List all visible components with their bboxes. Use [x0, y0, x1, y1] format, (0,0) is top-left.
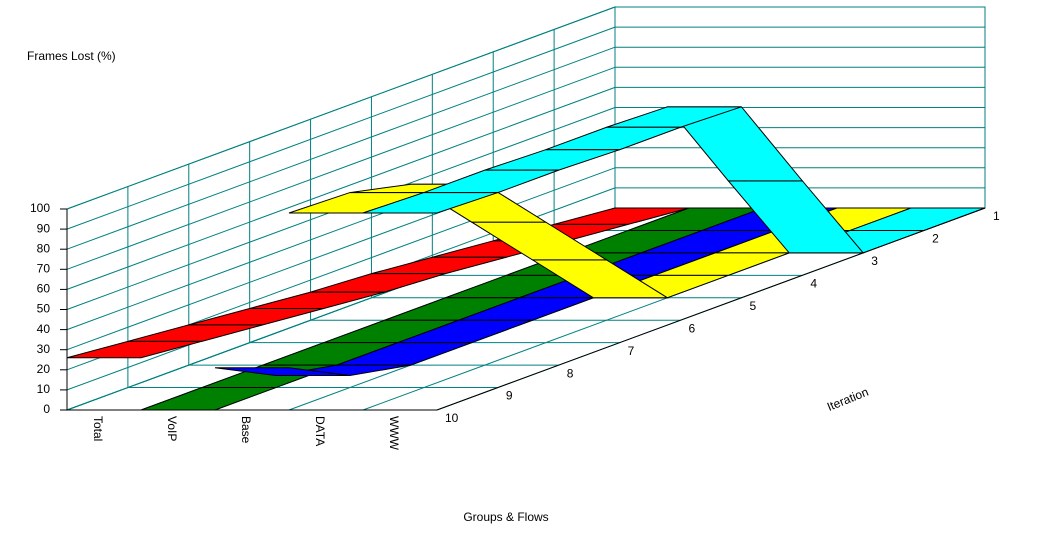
z-tick-label: 5: [749, 299, 756, 313]
ribbon-segment: [362, 192, 499, 214]
x-axis-title: Groups & Flows: [463, 510, 548, 524]
y-tick-label: 90: [37, 221, 51, 235]
x-tick-label: Total: [91, 416, 105, 441]
x-tick-label: VoIP: [165, 416, 179, 441]
grid-line: [66, 6, 616, 210]
grid-line: [66, 26, 616, 230]
ribbon-segment: [214, 367, 350, 376]
y-tick-label: 60: [37, 282, 51, 296]
y-tick-label: 10: [37, 382, 51, 396]
ribbon-segment: [66, 340, 203, 359]
x-tick-label: Base: [239, 416, 253, 444]
z-tick-label: 7: [628, 344, 635, 358]
y-tick-label: 40: [37, 322, 51, 336]
y-axis-title: Frames Lost (%): [27, 49, 116, 63]
z-tick-label: 9: [506, 389, 513, 403]
y-tick-label: 100: [30, 201, 50, 215]
y-tick-label: 0: [43, 402, 50, 416]
z-tick-label: 4: [810, 277, 817, 291]
z-tick-label: 6: [689, 321, 696, 335]
grid-line: [66, 66, 616, 270]
z-tick-label: 8: [567, 366, 574, 380]
grid-line: [66, 86, 616, 290]
x-tick-label: WWW: [387, 416, 401, 451]
z-tick-label: 2: [932, 232, 939, 246]
y-tick-label: 30: [37, 342, 51, 356]
z-axis: [436, 207, 986, 411]
z-tick-label: 10: [445, 411, 459, 425]
grid-line: [66, 46, 616, 250]
y-tick-label: 20: [37, 362, 51, 376]
x-tick-label: DATA: [313, 416, 327, 446]
y-tick-label: 50: [37, 302, 51, 316]
z-tick-label: 3: [871, 254, 878, 268]
z-tick-label: 1: [993, 209, 1000, 223]
y-tick-label: 70: [37, 261, 51, 275]
y-tick-label: 80: [37, 241, 51, 255]
